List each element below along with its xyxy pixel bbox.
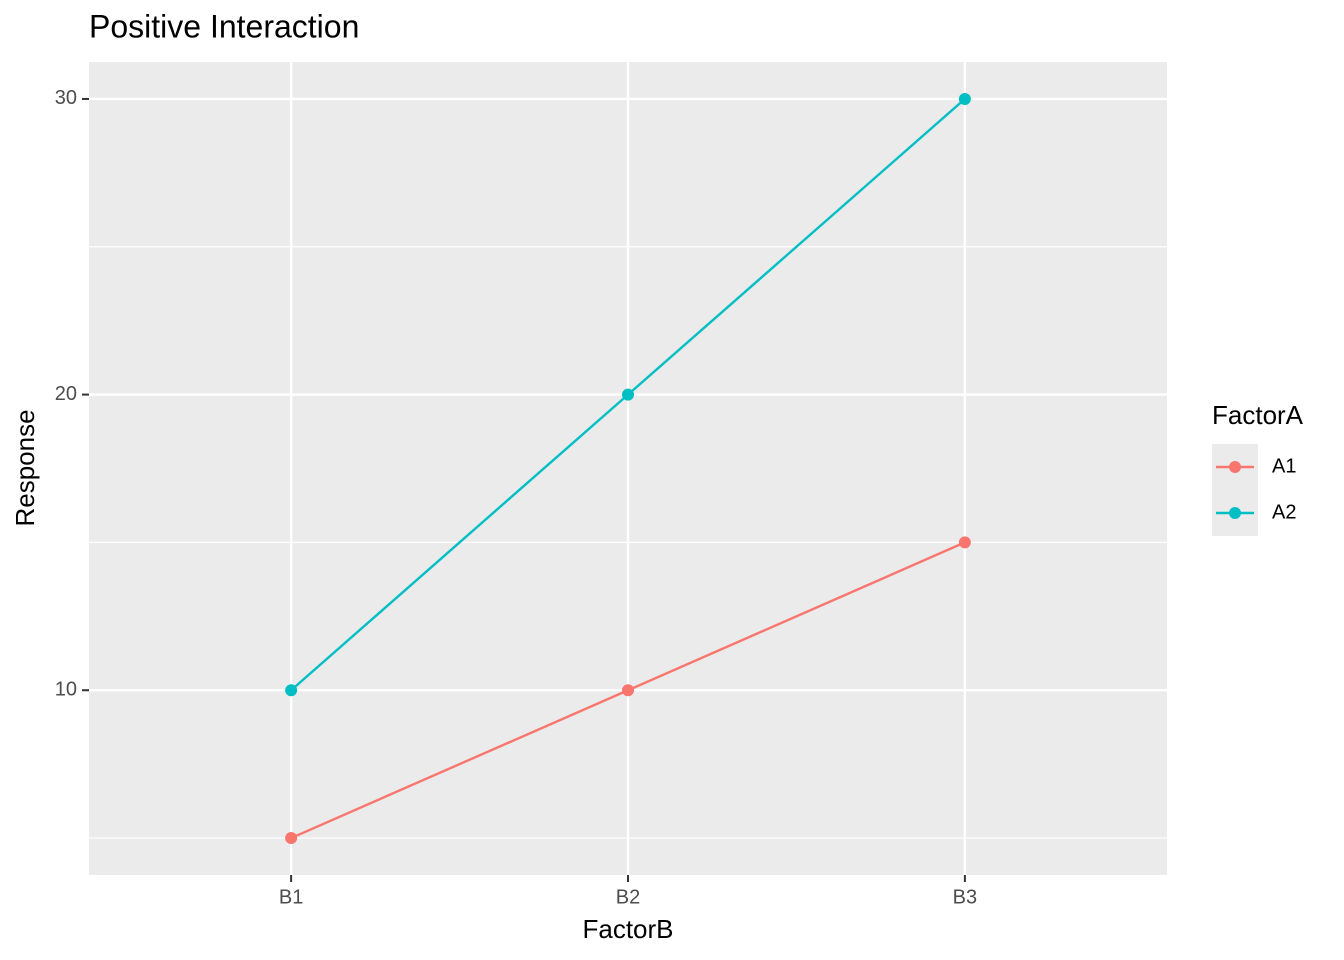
legend-key-point [1229,507,1241,519]
legend-title: FactorA [1212,400,1304,430]
x-tick-label: B3 [953,886,977,908]
legend-key-background [1212,444,1258,536]
legend-key-point [1229,461,1241,473]
point [285,684,298,697]
point [958,536,971,549]
x-tick-label: B2 [616,886,640,908]
chart-title: Positive Interaction [89,8,359,44]
y-tick-label: 30 [55,87,77,109]
y-tick-label: 20 [55,383,77,405]
point [958,92,971,105]
x-axis-title: FactorB [582,914,673,944]
point [622,388,634,401]
x-tick-label: B1 [279,886,303,908]
point [285,832,298,845]
legend-label: A1 [1272,455,1296,477]
point [622,684,634,697]
y-tick-label: 10 [55,679,77,701]
y-axis-title: Response [10,409,40,526]
legend-label: A2 [1272,501,1296,523]
